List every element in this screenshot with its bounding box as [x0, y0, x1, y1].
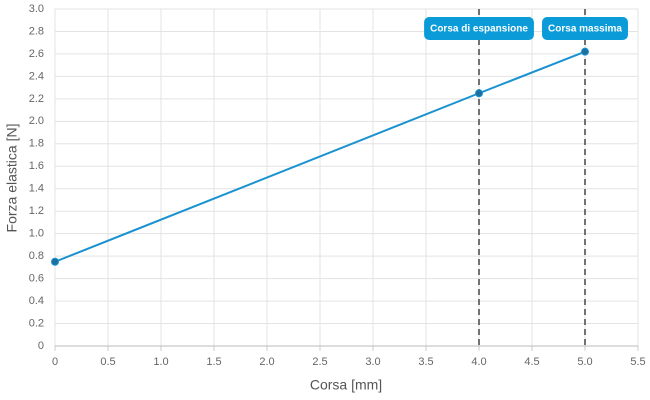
x-tick-label: 1.5	[206, 356, 221, 368]
y-tick-label: 0	[38, 340, 44, 352]
y-tick-label: 2.8	[29, 25, 44, 37]
y-tick-label: 1.6	[29, 160, 44, 172]
annotation: Corsa massima	[542, 17, 628, 40]
data-point	[475, 89, 483, 98]
y-axis-title: Forza elastica [N]	[4, 124, 20, 233]
x-tick-label: 0	[52, 356, 58, 368]
x-tick-label: 1.0	[153, 356, 168, 368]
y-tick-label: 2.2	[29, 93, 44, 105]
y-tick-label: 3.0	[29, 3, 44, 15]
y-tick-label: 2.4	[29, 70, 44, 82]
annotation: Corsa di espansione	[424, 17, 534, 40]
y-tick-label: 0.2	[29, 317, 44, 329]
x-tick-label: 3.0	[365, 356, 380, 368]
x-tick-label: 3.5	[418, 356, 433, 368]
y-tick-label: 1.2	[29, 205, 44, 217]
y-tick-label: 0.6	[29, 273, 44, 285]
y-tick-label: 0.8	[29, 250, 44, 262]
x-tick-label: 5.5	[630, 356, 645, 368]
y-tick-label: 1.0	[29, 228, 44, 240]
x-tick-label: 2.5	[312, 356, 327, 368]
annotation-label: Corsa massima	[548, 24, 622, 35]
y-tick-label: 0.4	[29, 295, 44, 307]
x-tick-label: 5.0	[577, 356, 592, 368]
x-axis-title: Corsa [mm]	[310, 377, 382, 393]
data-point	[51, 257, 59, 266]
y-tick-label: 1.4	[29, 183, 44, 195]
annotation-box	[424, 17, 534, 40]
annotation-box	[542, 17, 628, 40]
y-tick-label: 2.6	[29, 48, 44, 60]
y-tick-label: 2.0	[29, 115, 44, 127]
x-tick-label: 4.5	[524, 356, 539, 368]
x-tick-label: 2.0	[259, 356, 274, 368]
x-tick-label: 0.5	[100, 356, 115, 368]
x-tick-label: 4.0	[471, 356, 486, 368]
data-point	[581, 47, 589, 56]
annotation-label: Corsa di espansione	[430, 24, 528, 35]
y-tick-label: 1.8	[29, 138, 44, 150]
